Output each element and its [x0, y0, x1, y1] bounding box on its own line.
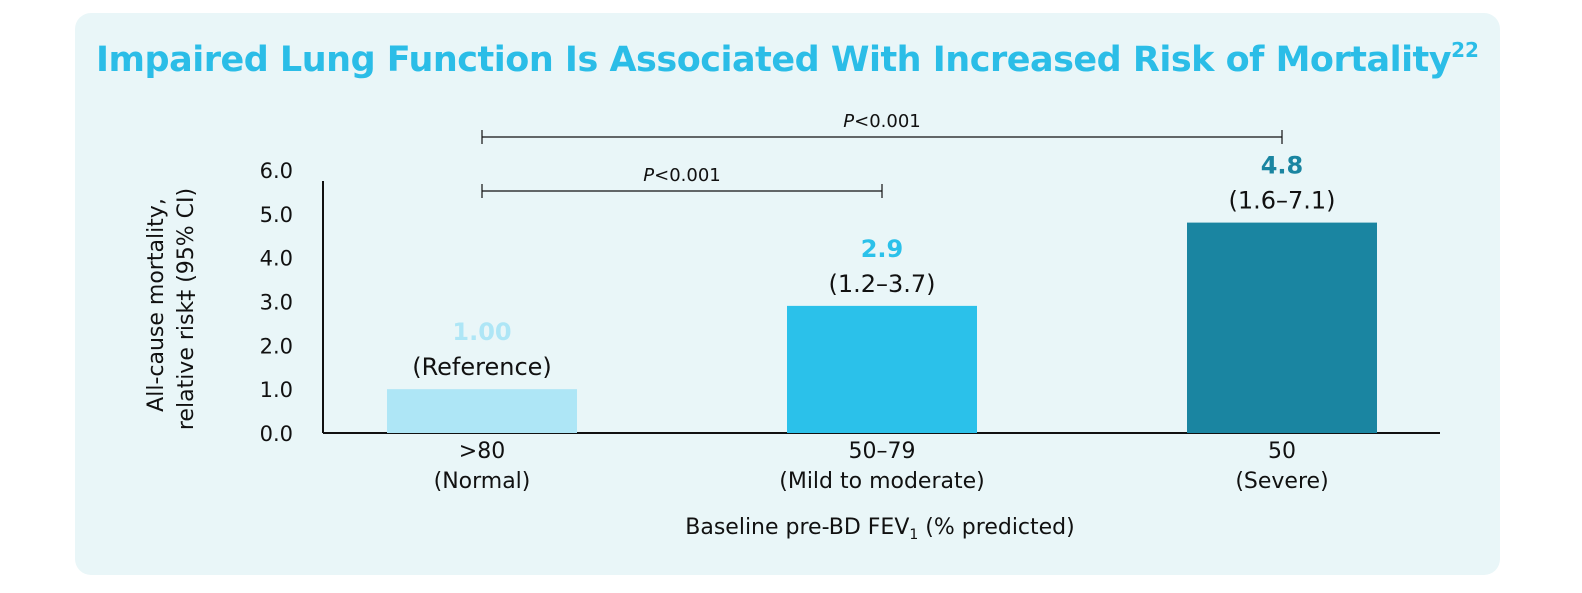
x-tick-label: 50 [1268, 439, 1296, 464]
significance-label-rest: <0.001 [854, 111, 921, 132]
bar [787, 305, 977, 433]
significance-label: P<0.001 [643, 165, 720, 186]
x-tick-sublabel: (Normal) [434, 469, 531, 494]
y-tick-label: 1.0 [260, 378, 293, 402]
bar-ci-label: (1.6–7.1) [1228, 187, 1335, 215]
title-reference-superscript: 22 [1451, 38, 1479, 62]
y-tick-label: 3.0 [260, 291, 293, 315]
x-axis-label-text: Baseline pre-BD FEV [685, 515, 909, 540]
y-tick-label: 5.0 [260, 203, 293, 227]
x-tick-sublabel: (Severe) [1235, 469, 1328, 494]
x-axis-label: Baseline pre-BD FEV1 (% predicted) [685, 515, 1074, 543]
y-tick-label: 0.0 [260, 422, 293, 446]
significance-label-italic: P [843, 111, 854, 132]
bar-value-label: 4.8 [1261, 152, 1304, 180]
y-tick-label: 6.0 [260, 159, 293, 183]
significance-label-rest: <0.001 [654, 165, 721, 186]
chart-title: Impaired Lung Function Is Associated Wit… [75, 38, 1500, 80]
y-tick-label: 4.0 [260, 247, 293, 271]
y-axis-label-line2: relative risk‡ (95% CI) [174, 188, 199, 430]
x-tick-label: 50–79 [849, 439, 916, 464]
bar-value-label: 1.00 [452, 318, 511, 346]
x-axis-label-suffix: (% predicted) [918, 515, 1074, 540]
title-text: Impaired Lung Function Is Associated Wit… [96, 40, 1452, 80]
x-axis-label-subscript: 1 [909, 527, 918, 543]
x-tick-label: >80 [459, 439, 505, 464]
significance-label-italic: P [643, 165, 654, 186]
bar-ci-label: (Reference) [412, 353, 552, 381]
y-tick-label: 2.0 [260, 334, 293, 358]
bar [1187, 222, 1377, 433]
bar [387, 389, 577, 433]
bar-value-label: 2.9 [861, 235, 904, 263]
bar-ci-label: (1.2–3.7) [828, 270, 935, 298]
x-tick-sublabel: (Mild to moderate) [779, 469, 985, 494]
significance-label: P<0.001 [843, 111, 920, 132]
y-axis-label-line1: All-cause mortality, [144, 198, 169, 412]
y-axis-label: All-cause mortality, relative risk‡ (95%… [144, 188, 199, 430]
